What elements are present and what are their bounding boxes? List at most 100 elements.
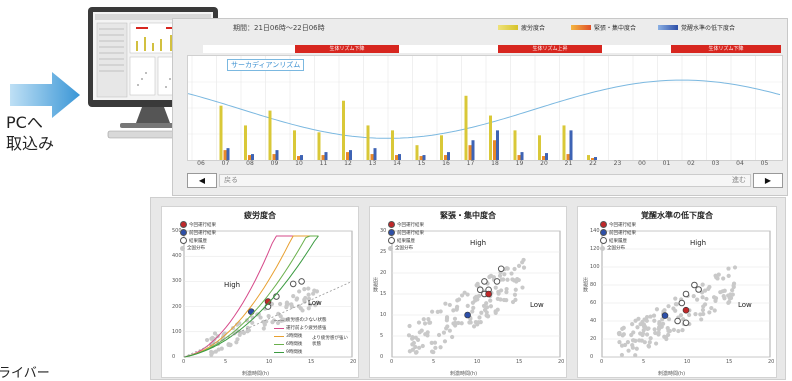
chart-title: 覚醒水準の低下度合: [641, 211, 713, 220]
national-point: [297, 289, 302, 294]
arousal-plot: [601, 230, 771, 358]
x-tick: 0: [182, 359, 186, 365]
x-tick: 20: [768, 359, 775, 365]
bar-fatigue: [415, 145, 419, 160]
timeline-nav: ◀ 戻る 進む ▶: [187, 173, 783, 188]
bar-tension: [321, 155, 325, 160]
previous-point: [464, 311, 471, 319]
hour-tick: 21: [564, 160, 573, 167]
next-button[interactable]: ▶: [753, 173, 783, 188]
national-point: [421, 317, 426, 322]
legend-current: 今回運行結果: [600, 221, 636, 228]
national-point: [505, 277, 510, 282]
national-point: [638, 331, 643, 336]
national-point: [306, 306, 311, 311]
bar-arousal: [569, 130, 573, 160]
x-tick: 0: [600, 359, 604, 365]
prev-button[interactable]: ◀: [187, 173, 217, 188]
national-point: [430, 309, 435, 314]
hour-tick: 03: [711, 160, 720, 167]
bar-tension: [566, 154, 570, 160]
national-point: [266, 314, 271, 319]
national-point: [438, 345, 443, 350]
bar-tension: [223, 150, 227, 160]
history-point: [298, 278, 305, 285]
national-point: [700, 295, 705, 300]
national-point: [653, 341, 659, 346]
rhythm-bar-down: 生体リズム下降: [295, 45, 399, 53]
bar-arousal: [275, 150, 279, 160]
national-point: [429, 340, 434, 346]
national-point: [512, 266, 517, 272]
y-tick: 20: [380, 270, 387, 276]
national-point: [641, 322, 647, 327]
legend-national: 全国分布: [388, 245, 413, 251]
national-point: [433, 345, 438, 350]
legend-previous: 前回運行結果: [180, 229, 216, 236]
national-point: [504, 286, 509, 292]
bar-fatigue: [391, 130, 394, 160]
y-tick: 500: [172, 228, 182, 234]
national-point: [278, 301, 283, 307]
national-point: [635, 325, 640, 330]
bar-arousal: [398, 154, 401, 160]
national-point: [667, 328, 672, 334]
legend-tension: 緊張・集中度合: [571, 23, 636, 32]
y-tick: 25: [380, 249, 387, 255]
low-label: Low: [738, 301, 752, 309]
legend-national: 全国分布: [180, 245, 205, 251]
national-point: [465, 292, 470, 297]
national-point: [701, 311, 706, 317]
period-label: 期間：21日06時～22日06時: [233, 24, 325, 32]
national-point: [245, 329, 250, 334]
national-point: [426, 317, 431, 322]
national-point: [459, 321, 464, 326]
national-point: [241, 330, 247, 336]
y-tick: 80: [590, 282, 597, 288]
national-point: [715, 276, 720, 281]
bar-fatigue: [293, 130, 296, 160]
legend-previous: 前回運行結果: [388, 229, 424, 236]
national-point: [652, 327, 657, 332]
hour-tick: 15: [417, 160, 426, 167]
national-point: [619, 343, 625, 348]
legend-current: 今回運行結果: [180, 221, 216, 228]
national-point: [420, 343, 425, 349]
national-point: [291, 293, 296, 299]
national-point: [296, 304, 301, 309]
baseline-curve: [183, 281, 353, 358]
bar-tension: [297, 156, 300, 160]
bar-fatigue: [219, 105, 223, 160]
national-point: [278, 314, 283, 319]
timeline-scrollbar[interactable]: 戻る 進む: [219, 174, 751, 187]
national-point: [634, 346, 639, 351]
national-point: [455, 298, 460, 303]
national-point: [499, 277, 504, 282]
hour-tick: 07: [221, 160, 230, 167]
national-point: [662, 308, 667, 313]
national-point: [673, 296, 678, 301]
national-point: [209, 336, 214, 341]
hour-tick: 23: [613, 160, 622, 167]
national-point: [445, 324, 450, 329]
import-arrow-icon: [10, 72, 80, 118]
y-tick: 5: [380, 333, 384, 339]
national-point: [475, 281, 480, 286]
x-tick: 15: [516, 359, 523, 365]
national-point: [294, 297, 299, 302]
national-point: [625, 340, 631, 345]
y-tick: 40: [590, 318, 597, 324]
x-tick: 15: [726, 359, 733, 365]
bar-tension: [517, 155, 521, 160]
national-point: [484, 305, 490, 310]
x-tick: 5: [642, 359, 646, 365]
national-point: [479, 310, 484, 315]
hour-tick: 17: [466, 160, 475, 167]
national-point: [209, 352, 214, 357]
timeline-plot: [187, 55, 783, 161]
national-point: [451, 321, 456, 326]
national-point: [642, 317, 647, 322]
national-point: [730, 292, 735, 297]
hour-tick: 16: [442, 160, 450, 167]
national-point: [450, 334, 455, 340]
